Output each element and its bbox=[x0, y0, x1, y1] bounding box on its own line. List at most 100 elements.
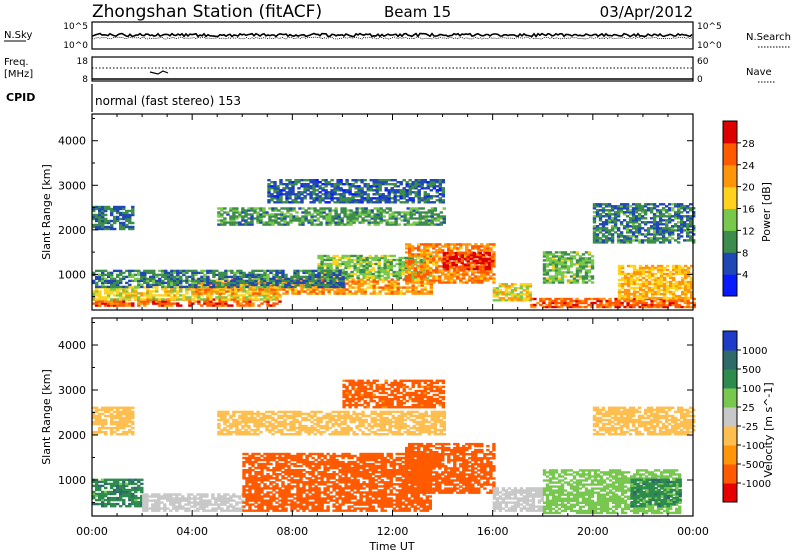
power-cell bbox=[232, 221, 236, 224]
power-cell bbox=[287, 277, 291, 281]
power-cell bbox=[113, 217, 117, 221]
power-cell bbox=[475, 259, 479, 263]
power-cell bbox=[414, 179, 418, 182]
power-cell bbox=[173, 281, 177, 285]
power-cell bbox=[107, 205, 111, 209]
power-cell bbox=[292, 207, 296, 210]
power-cell bbox=[113, 221, 117, 225]
power-cell bbox=[348, 292, 352, 295]
power-cell bbox=[474, 247, 478, 250]
power-cell bbox=[104, 273, 108, 277]
power-cell bbox=[149, 277, 153, 281]
power-cell bbox=[351, 286, 355, 289]
power-cell bbox=[326, 254, 330, 258]
power-cell bbox=[650, 294, 655, 298]
power-cell bbox=[686, 299, 690, 303]
power-cell bbox=[671, 209, 675, 212]
power-cell bbox=[185, 275, 189, 279]
power-cell bbox=[269, 269, 273, 273]
power-cell bbox=[329, 271, 333, 275]
power-cell bbox=[661, 233, 666, 236]
power-cell bbox=[361, 207, 365, 210]
power-cell bbox=[396, 199, 400, 202]
power-cell bbox=[658, 223, 663, 226]
power-cell bbox=[327, 191, 331, 194]
power-cell bbox=[329, 279, 333, 283]
power-cell bbox=[284, 277, 288, 281]
power-cell bbox=[283, 221, 287, 224]
power-cell bbox=[643, 203, 648, 206]
power-cell bbox=[113, 209, 117, 213]
power-cell bbox=[478, 255, 482, 259]
power-cell bbox=[324, 201, 328, 204]
power-cell bbox=[631, 211, 636, 214]
power-cell bbox=[405, 275, 409, 278]
power-cell bbox=[164, 277, 168, 281]
power-cell bbox=[342, 195, 346, 198]
power-cell bbox=[638, 299, 642, 303]
power-cell bbox=[539, 297, 543, 301]
power-cell bbox=[472, 253, 476, 257]
power-cell bbox=[428, 274, 432, 278]
power-cell bbox=[285, 195, 289, 198]
power-cell bbox=[572, 303, 576, 307]
power-cell bbox=[625, 231, 630, 234]
velocity-cell bbox=[142, 501, 146, 504]
power-cell bbox=[248, 273, 252, 277]
power-cell bbox=[680, 219, 684, 222]
power-cell bbox=[336, 179, 340, 182]
power-cell bbox=[441, 181, 445, 184]
power-cell bbox=[176, 275, 180, 279]
power-cell bbox=[438, 183, 442, 186]
power-cell bbox=[366, 199, 370, 202]
power-cell bbox=[659, 268, 664, 272]
power-cell bbox=[680, 231, 684, 234]
velocity-cell bbox=[104, 505, 108, 508]
power-cell bbox=[257, 269, 261, 273]
power-cell bbox=[487, 253, 492, 257]
power-cell bbox=[220, 219, 224, 222]
power-cell bbox=[480, 273, 484, 276]
power-cell bbox=[266, 283, 270, 287]
power-cell bbox=[293, 281, 297, 285]
power-cell bbox=[288, 183, 292, 186]
power-cell bbox=[575, 303, 579, 307]
power-cell bbox=[454, 257, 458, 261]
power-cell bbox=[427, 211, 431, 214]
power-cell bbox=[320, 281, 324, 285]
power-cell bbox=[326, 279, 330, 283]
power-cell bbox=[200, 286, 204, 289]
power-cell bbox=[317, 283, 321, 287]
power-cell bbox=[601, 229, 606, 232]
velocity-cell bbox=[128, 492, 132, 496]
power-cell bbox=[326, 269, 330, 273]
power-cell bbox=[450, 249, 454, 252]
power-cell bbox=[652, 203, 657, 206]
velocity-cell bbox=[128, 502, 132, 506]
power-cell bbox=[332, 279, 336, 283]
power-cell bbox=[551, 279, 556, 282]
power-cell bbox=[164, 304, 168, 307]
power-cell bbox=[581, 275, 586, 278]
power-cell bbox=[262, 223, 266, 226]
power-cell bbox=[689, 207, 693, 210]
power-cell bbox=[414, 281, 418, 284]
power-cell bbox=[232, 217, 236, 220]
power-cell bbox=[598, 219, 603, 222]
power-cell bbox=[405, 269, 409, 272]
power-cell bbox=[241, 215, 245, 218]
power-cell bbox=[170, 273, 174, 277]
power-cell bbox=[341, 260, 345, 264]
power-cell bbox=[581, 257, 586, 260]
power-cell bbox=[329, 277, 333, 281]
power-cell bbox=[250, 223, 254, 226]
power-cell bbox=[380, 268, 384, 272]
power-cell bbox=[590, 259, 595, 262]
power-cell bbox=[336, 183, 340, 186]
power-cell bbox=[353, 258, 357, 262]
power-cell bbox=[339, 288, 343, 291]
power-cell bbox=[658, 241, 663, 244]
power-cell bbox=[471, 271, 475, 274]
power-cell bbox=[338, 277, 342, 281]
power-cell bbox=[280, 215, 284, 218]
